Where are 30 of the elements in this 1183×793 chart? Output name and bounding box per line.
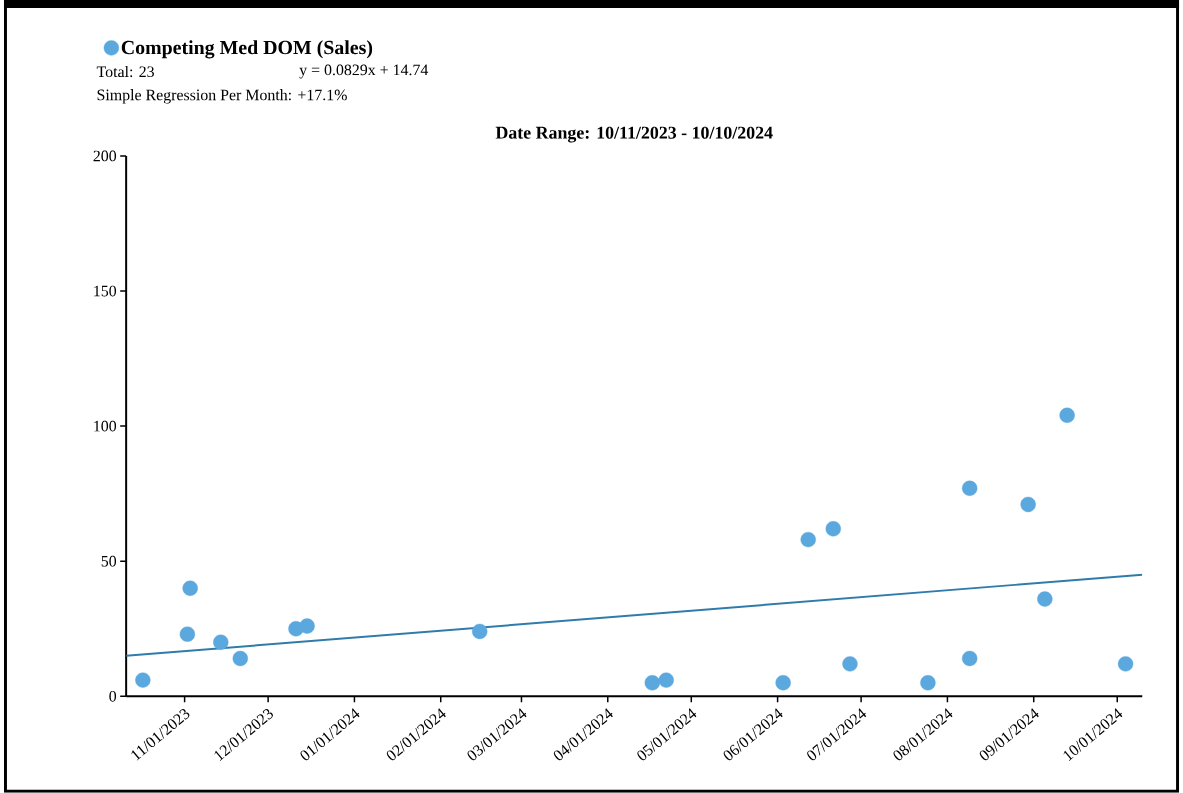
- point: [962, 480, 978, 497]
- point: [1020, 496, 1036, 513]
- point: [472, 623, 488, 640]
- point: [644, 675, 660, 691]
- point: [135, 672, 151, 688]
- legend-label: Competing Med DOM (Sales): [121, 40, 373, 59]
- point: [299, 618, 315, 634]
- text: Total: 23: [96, 66, 154, 78]
- point: [213, 634, 229, 651]
- text: y = 0.0829x + 14.74: [299, 64, 429, 79]
- point: [920, 675, 936, 691]
- point: [182, 580, 198, 597]
- y-tick-label: 150: [94, 285, 117, 297]
- point: [1059, 407, 1075, 424]
- point: [842, 656, 858, 672]
- y-tick-label: 100: [94, 420, 117, 432]
- point: [775, 675, 791, 691]
- text: Simple Regression Per Month: +17.1%: [97, 89, 347, 104]
- chart-title: Date Range: 10/11/2023 - 10/10/2024: [495, 126, 773, 143]
- point: [825, 521, 841, 537]
- point: [658, 672, 674, 688]
- point: [1037, 591, 1053, 607]
- point: [1117, 656, 1134, 672]
- point: [232, 650, 248, 667]
- point: [800, 532, 816, 548]
- y-tick-label: 0: [109, 691, 117, 702]
- y-tick-label: 50: [101, 556, 117, 567]
- point: [179, 626, 196, 642]
- point: [962, 650, 978, 667]
- y-tick-label: 200: [93, 150, 117, 162]
